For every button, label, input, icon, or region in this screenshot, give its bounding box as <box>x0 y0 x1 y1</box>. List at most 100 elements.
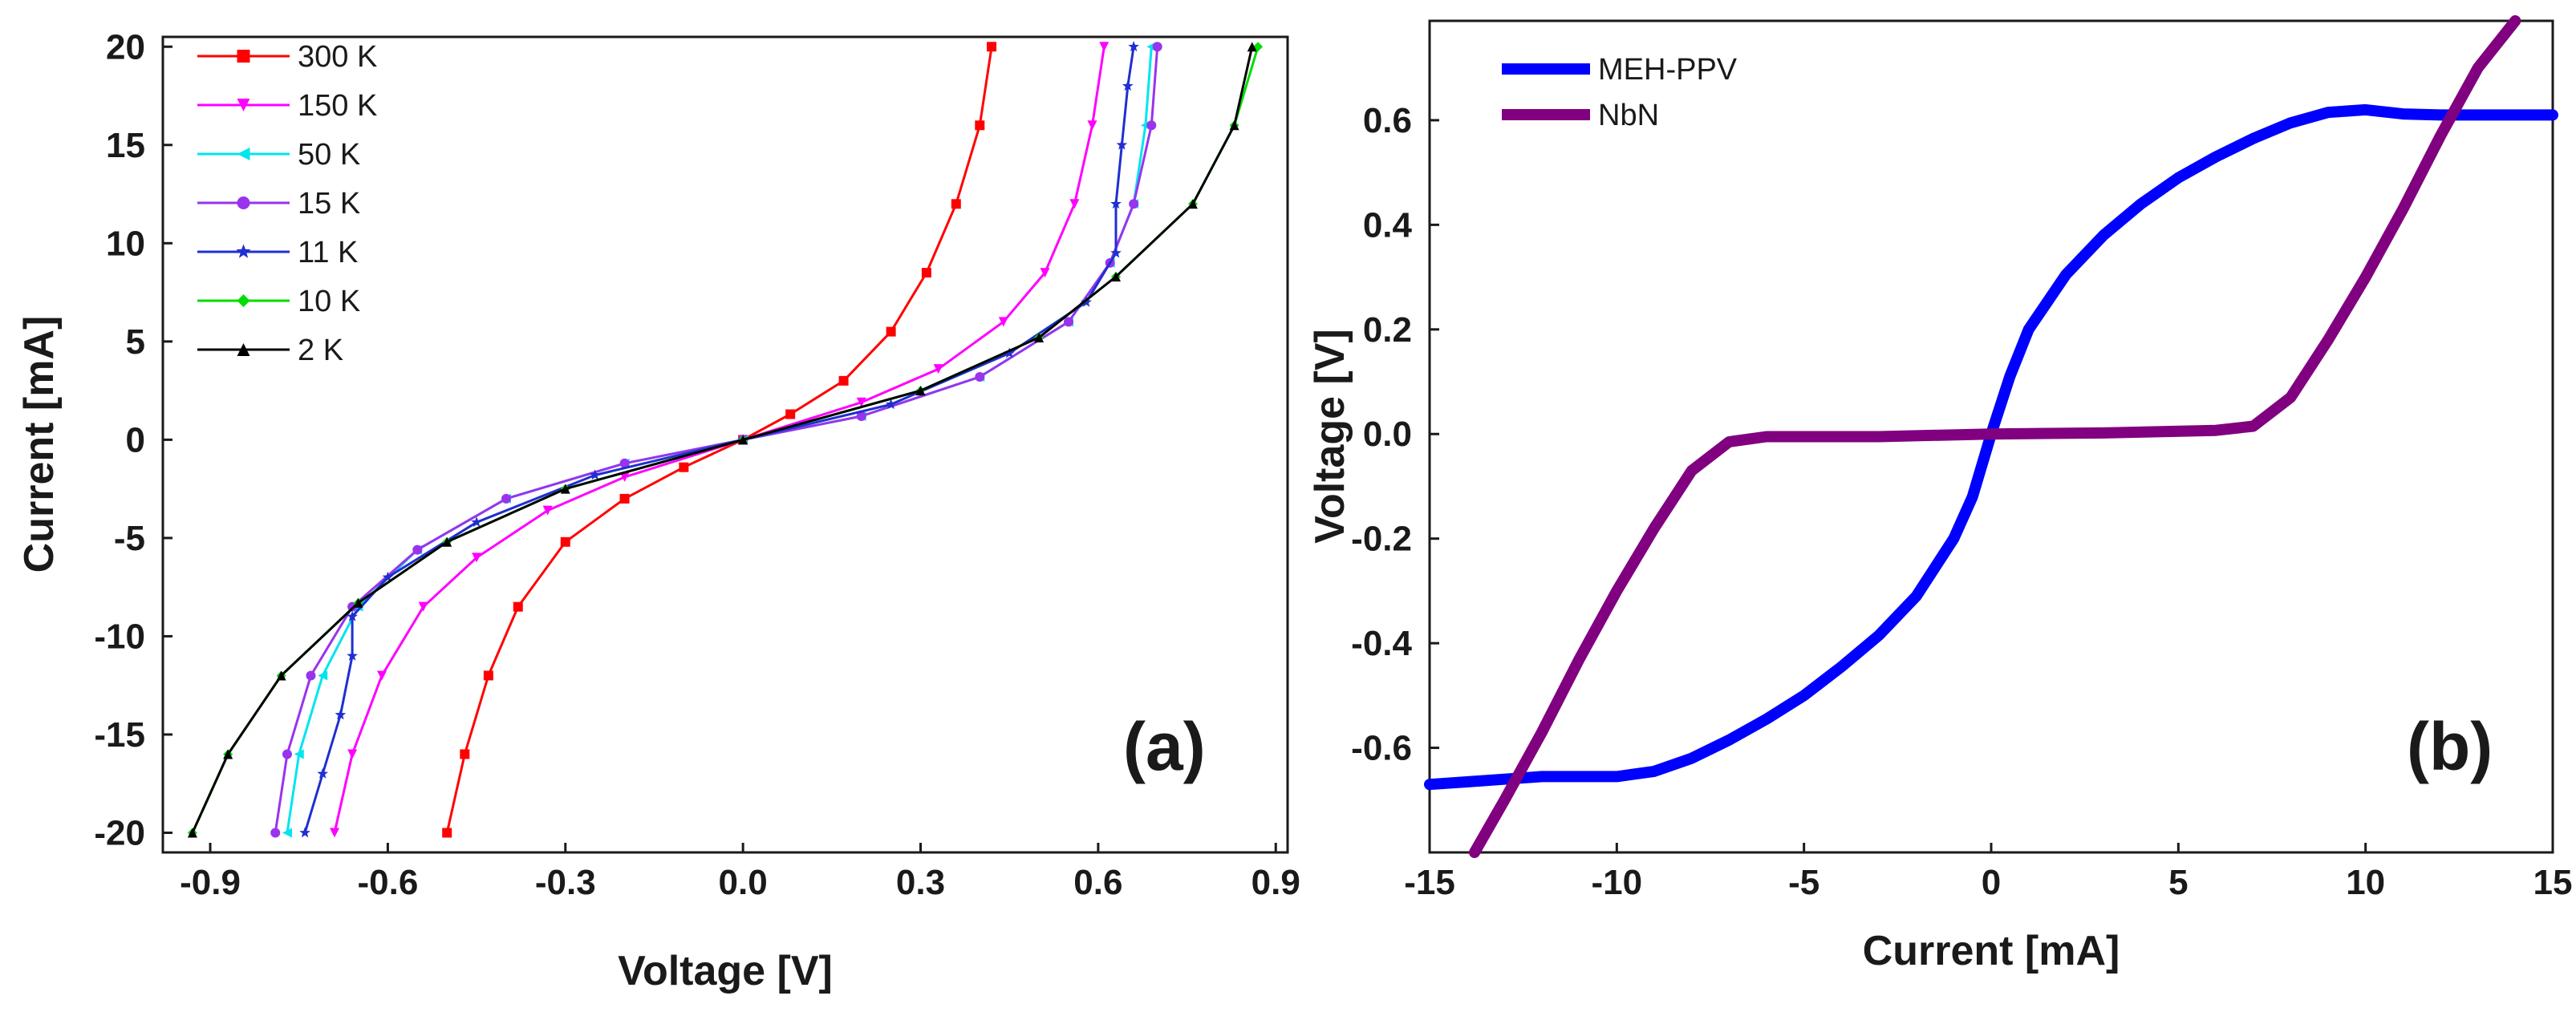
data-point <box>1247 42 1257 52</box>
y-tick-label: -0.6 <box>1351 729 1412 768</box>
data-point <box>542 505 553 516</box>
data-point <box>975 371 985 382</box>
data-point <box>998 317 1008 327</box>
panel-b-axes: -15 -10 -5 0 5 10 15 -0.6 -0.4 -0.2 0.0 0.2 0.4 0.6 <box>1351 101 2572 902</box>
panel-a-axes: -0.9 -0.6 -0.3 0.0 0.3 0.6 0.9 -20 -15 -10 -5 0 5 10 1… <box>94 27 1300 902</box>
panel-a-legend: 300 K 150 K 50 K 15 K 11 K 10 K 2 K <box>197 40 377 367</box>
x-tick-label: -0.9 <box>180 863 241 902</box>
data-point <box>347 610 358 621</box>
series-line <box>303 45 1135 834</box>
x-tick-label: 0.9 <box>1251 863 1300 902</box>
legend-label: 2 K <box>298 334 343 367</box>
data-point <box>460 749 470 759</box>
legend-marker <box>236 244 251 258</box>
data-point <box>1063 317 1073 327</box>
y-tick-label: -5 <box>114 519 145 558</box>
legend-item: 2 K <box>197 334 343 367</box>
data-point <box>1129 199 1139 209</box>
panel-b-series <box>1424 15 2558 858</box>
x-tick-label: 0.3 <box>896 863 945 902</box>
series-line <box>286 45 1153 834</box>
series-300-k <box>442 42 997 838</box>
legend-item: 50 K <box>197 138 360 172</box>
data-point <box>560 536 570 547</box>
y-tick-label: -20 <box>94 813 145 852</box>
data-point <box>915 386 926 396</box>
data-point <box>501 493 511 504</box>
data-point <box>442 828 452 838</box>
data-point <box>347 749 358 759</box>
legend-label: 10 K <box>298 285 360 318</box>
y-tick-label: 0 <box>126 420 145 459</box>
panel-b-x-title: Current [mA] <box>1863 928 2120 974</box>
data-point <box>412 544 423 555</box>
data-point <box>418 601 428 612</box>
data-point <box>299 827 310 838</box>
x-tick-label: -0.3 <box>535 863 596 902</box>
panel-a-series <box>187 41 1264 838</box>
legend-label: MEH-PPV <box>1598 53 1738 87</box>
series-nbn <box>1469 15 2521 858</box>
legend-label: 15 K <box>298 187 360 221</box>
data-point <box>442 536 452 547</box>
data-point <box>589 469 601 480</box>
series-11-k <box>299 41 1139 838</box>
legend-item: MEH-PPV <box>1502 53 1738 87</box>
data-point <box>483 670 493 681</box>
series-line <box>274 45 1159 834</box>
data-point <box>270 828 281 838</box>
data-point <box>619 458 630 468</box>
data-point <box>921 268 931 278</box>
x-tick-label: -5 <box>1788 863 1819 902</box>
data-point <box>282 828 292 838</box>
legend-marker <box>237 50 250 63</box>
y-tick-label: -15 <box>94 715 145 755</box>
data-point <box>187 828 197 838</box>
data-point <box>471 516 482 528</box>
data-point <box>1187 199 1198 209</box>
data-point <box>1152 42 1162 52</box>
data-point <box>347 650 358 661</box>
data-point <box>1040 268 1050 278</box>
series-line <box>445 45 993 834</box>
series-line <box>1469 15 2521 858</box>
legend-marker <box>237 294 250 307</box>
legend-label: NbN <box>1598 99 1659 132</box>
data-point <box>329 828 339 838</box>
data-point <box>1110 247 1122 258</box>
legend-marker <box>237 148 250 160</box>
x-tick-label: 0.0 <box>719 863 768 902</box>
panel-a-x-title: Voltage [V] <box>618 948 833 994</box>
y-tick-label: 20 <box>106 27 145 67</box>
data-point <box>856 397 866 407</box>
data-point <box>472 553 482 563</box>
panel-a-y-title: Current [mA] <box>16 316 63 573</box>
data-point <box>885 399 897 410</box>
data-point <box>560 484 570 494</box>
data-point <box>1229 120 1239 131</box>
y-tick-label: 10 <box>106 224 145 263</box>
x-tick-label: 15 <box>2533 863 2573 902</box>
legend-label: 11 K <box>298 236 358 269</box>
data-point <box>679 462 689 472</box>
data-point <box>1081 296 1092 307</box>
data-point <box>513 601 523 612</box>
x-tick-label: 10 <box>2346 863 2385 902</box>
data-point <box>886 326 896 337</box>
data-point <box>1110 198 1122 209</box>
legend-marker <box>237 343 250 356</box>
series-line <box>333 45 1105 834</box>
panel-b-y-title: Voltage [V] <box>1307 329 1353 544</box>
data-point <box>856 411 866 421</box>
data-point <box>294 749 304 759</box>
data-point <box>619 472 630 482</box>
data-point <box>1004 347 1016 358</box>
panel-a-frame <box>161 35 1289 854</box>
y-tick-label: 0.4 <box>1363 205 1413 245</box>
data-point <box>1034 332 1045 342</box>
data-point <box>838 375 849 386</box>
panel-a-label: (a) <box>1123 709 1206 784</box>
data-point <box>1099 42 1110 52</box>
y-tick-label: -0.4 <box>1351 624 1412 663</box>
